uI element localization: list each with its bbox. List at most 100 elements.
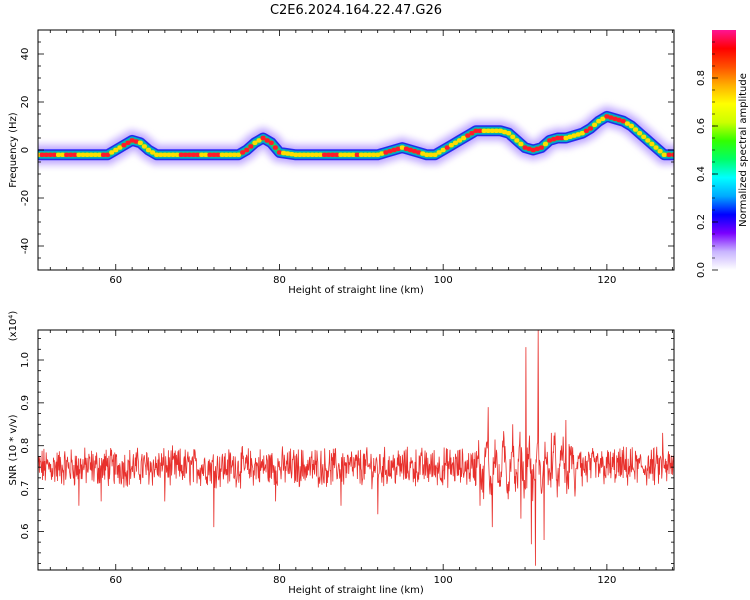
ridge-core: [51, 152, 57, 157]
ridge-core: [264, 138, 270, 143]
spectrogram-x-ticks: 60 80 100 120: [49, 30, 673, 286]
colorbar: 0.0 0.2 0.4 0.6 0.8 Normalized spectral ampl…: [696, 30, 749, 278]
snr-y-tick-label: 0.6: [20, 523, 31, 539]
ridge-core: [379, 151, 385, 156]
ridge-core: [113, 147, 119, 153]
ridge-core: [530, 147, 536, 153]
ridge-core: [146, 147, 152, 153]
ridge-core: [657, 149, 663, 154]
ridge-core: [182, 152, 188, 157]
spectrogram-x-tick-label: 80: [273, 275, 286, 286]
ridge-core: [653, 145, 659, 150]
colorbar-label: Normalized spectral amplitude: [738, 73, 749, 227]
ridge-core: [596, 119, 602, 124]
snr-frame: [37, 329, 675, 571]
ridge-core: [367, 152, 373, 157]
ridge-core: [420, 151, 426, 156]
ridge-core: [121, 143, 127, 148]
ridge-core: [231, 152, 237, 157]
ridge-core: [457, 138, 463, 143]
snr-x-tick-label: 80: [273, 575, 286, 586]
ridge-core: [55, 152, 61, 157]
ridge-core: [256, 138, 262, 143]
ridge-core: [383, 150, 389, 155]
ridge-core: [170, 152, 176, 157]
ridge-core: [489, 128, 495, 133]
snr-series-line: [38, 330, 674, 566]
ridge-core: [223, 152, 229, 157]
ridge-core: [461, 135, 467, 141]
spectrogram-y-tick-label: -40: [20, 238, 31, 254]
spectrogram-x-tick-label: 120: [597, 275, 616, 286]
ridge-core: [358, 152, 364, 157]
ridge-core: [620, 119, 626, 124]
ridge-core: [547, 138, 553, 143]
ridge-core: [362, 152, 368, 157]
ridge-core: [637, 131, 643, 136]
ridge-core: [412, 149, 418, 154]
ridge-core: [502, 129, 508, 135]
ridge-core: [448, 143, 454, 148]
ridge-core: [555, 135, 561, 141]
ridge-core: [313, 152, 319, 157]
ridge-core: [47, 152, 53, 157]
ridge-core: [309, 152, 315, 157]
ridge-core: [195, 152, 201, 157]
ridge-core: [481, 128, 487, 133]
ridge-core: [80, 152, 86, 157]
ridge-core: [227, 152, 233, 157]
ridge-core: [285, 151, 291, 156]
ridge-core: [141, 144, 147, 149]
ridge-core: [174, 152, 180, 157]
ridge-core: [416, 150, 422, 155]
colorbar-tick-label: 0.2: [696, 214, 707, 230]
ridge-core: [326, 152, 332, 157]
ridge-core: [158, 152, 164, 157]
ridge-core: [68, 152, 74, 157]
ridge-core: [297, 152, 303, 157]
spectrogram-y-tick-label: 20: [20, 96, 31, 109]
ridge-core: [391, 147, 397, 153]
ridge-core: [72, 152, 78, 157]
ridge-core: [559, 135, 565, 141]
ridge-core: [84, 152, 90, 157]
ridge-core: [452, 140, 458, 145]
ridge-core: [612, 116, 618, 121]
ridge-core: [117, 145, 123, 150]
ridge-core: [330, 152, 336, 157]
ridge-core: [186, 152, 192, 157]
spectrogram-y-tick-label: 40: [20, 48, 31, 61]
ridge-core: [211, 152, 217, 157]
colorbar-tick-label: 0.4: [696, 166, 707, 182]
ridge-core: [608, 115, 614, 120]
ridge-core: [469, 131, 475, 136]
ridge-core: [641, 134, 647, 139]
spectrogram-x-tick-label: 60: [109, 275, 122, 286]
ridge-core: [538, 145, 544, 150]
ridge-core: [436, 150, 442, 155]
colorbar-tick-label: 0.6: [696, 118, 707, 134]
snr-y-tick-label: 1.0: [20, 352, 31, 368]
colorbar-gradient: [712, 30, 736, 270]
ridge-core: [125, 140, 131, 145]
ridge-core: [268, 140, 274, 145]
ridge-core: [473, 128, 479, 133]
ridge-core: [514, 138, 520, 143]
ridge-core: [100, 152, 106, 157]
ridge-core: [321, 152, 327, 157]
ridge-core: [497, 128, 503, 133]
snr-y-ticks: 0.6 0.7 0.8 0.9 1.0: [20, 338, 674, 564]
ridge-core: [616, 117, 622, 123]
spectrogram-y-tick-label: 0: [20, 147, 31, 153]
ridge-core: [207, 152, 213, 157]
ridge-core: [203, 152, 209, 157]
ridge-core: [583, 128, 589, 133]
ridge-core: [403, 146, 409, 151]
ridge-core: [526, 146, 532, 151]
ridge-core: [563, 135, 569, 141]
ridge-core: [289, 152, 295, 157]
ridge-core: [465, 133, 471, 138]
ridge-core: [661, 152, 667, 157]
ridge-core: [342, 152, 348, 157]
